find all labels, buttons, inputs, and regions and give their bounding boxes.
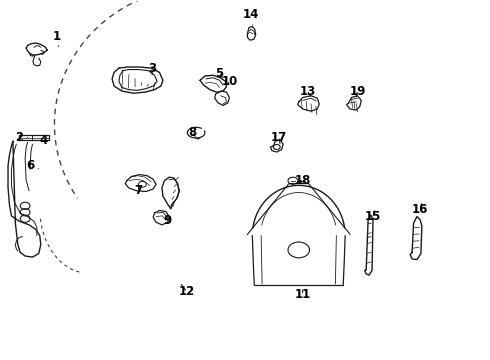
Text: 17: 17 xyxy=(271,131,287,144)
Text: 15: 15 xyxy=(365,210,381,223)
Text: 16: 16 xyxy=(412,203,428,216)
Text: 8: 8 xyxy=(188,126,196,139)
Text: 7: 7 xyxy=(134,184,143,197)
Text: 1: 1 xyxy=(53,30,61,46)
Text: 3: 3 xyxy=(148,62,156,75)
Text: 10: 10 xyxy=(221,75,238,88)
Text: 6: 6 xyxy=(26,159,39,172)
Text: 13: 13 xyxy=(299,85,316,98)
Text: 2: 2 xyxy=(15,131,27,144)
Text: 4: 4 xyxy=(40,134,48,147)
Text: 11: 11 xyxy=(294,288,311,301)
Text: 14: 14 xyxy=(243,8,259,25)
Text: 18: 18 xyxy=(294,174,311,187)
Text: 5: 5 xyxy=(216,67,224,80)
Text: 19: 19 xyxy=(349,85,366,98)
Text: 12: 12 xyxy=(178,284,195,298)
Text: 9: 9 xyxy=(164,214,172,227)
